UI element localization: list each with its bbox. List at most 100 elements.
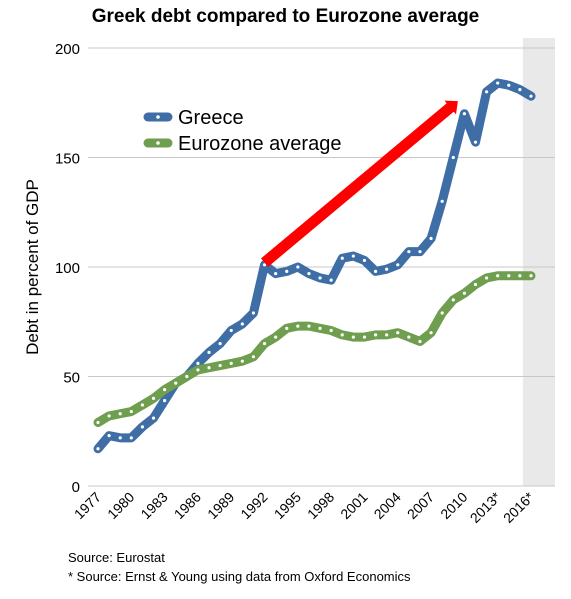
legend-label-eurozone-average: Eurozone average — [178, 133, 341, 155]
data-point-greece — [262, 263, 267, 267]
data-point-eurozone-average — [418, 339, 422, 344]
data-point-greece — [351, 254, 355, 258]
data-point-eurozone-average — [484, 276, 489, 280]
data-point-eurozone-average — [529, 274, 533, 278]
data-point-greece — [163, 398, 167, 403]
data-point-greece — [296, 265, 300, 269]
series-layer — [93, 78, 536, 454]
data-point-eurozone-average — [329, 328, 333, 333]
data-point-eurozone-average — [163, 388, 167, 392]
data-point-greece — [251, 311, 256, 315]
data-point-eurozone-average — [262, 342, 267, 346]
data-point-greece — [462, 112, 466, 116]
data-point-greece — [529, 94, 533, 98]
chart-title: Greek debt compared to Eurozone average — [91, 6, 480, 27]
x-tick-1992: 1992 — [237, 489, 270, 522]
data-point-eurozone-average — [140, 403, 145, 407]
data-point-eurozone-average — [174, 381, 178, 385]
trend-arrow-head — [444, 100, 458, 115]
data-point-greece — [151, 416, 156, 420]
data-point-eurozone-average — [207, 366, 211, 370]
y-axis-label: Debt in percent of GDP — [23, 179, 42, 355]
data-point-greece — [518, 88, 522, 92]
data-point-greece — [373, 269, 378, 273]
data-point-eurozone-average — [362, 335, 367, 339]
data-point-eurozone-average — [285, 326, 289, 330]
data-point-eurozone-average — [473, 282, 478, 287]
data-point-greece — [418, 250, 422, 254]
data-point-greece — [407, 250, 411, 254]
data-point-greece — [240, 322, 244, 326]
source-ernst-young: * Source: Ernst & Young using data from … — [68, 569, 411, 584]
data-point-greece — [218, 342, 222, 346]
data-point-greece — [385, 267, 389, 271]
x-tick-1980: 1980 — [104, 489, 137, 522]
data-point-eurozone-average — [351, 335, 355, 339]
data-point-greece — [340, 256, 344, 260]
y-tick-50: 50 — [63, 370, 80, 387]
data-point-greece — [196, 361, 200, 365]
x-tick-2001: 2001 — [337, 489, 370, 522]
data-point-eurozone-average — [118, 412, 122, 416]
series-line-greece — [93, 78, 536, 454]
x-axis-ticks: 1977 1980 1983 1986 1989 1992 1995 1998 2001 2004… — [71, 488, 538, 526]
data-point-greece — [274, 271, 278, 276]
y-tick-200: 200 — [55, 41, 80, 58]
data-point-eurozone-average — [307, 324, 311, 328]
x-tick-1995: 1995 — [271, 489, 304, 522]
data-point-eurozone-average — [296, 324, 300, 328]
data-point-eurozone-average — [151, 396, 156, 400]
x-tick-2007: 2007 — [404, 489, 437, 522]
data-point-greece — [207, 350, 211, 355]
data-point-greece — [484, 90, 489, 94]
data-point-eurozone-average — [251, 355, 256, 359]
data-point-greece — [285, 269, 289, 273]
data-point-greece — [129, 436, 133, 440]
data-point-greece — [96, 447, 100, 451]
data-point-eurozone-average — [340, 333, 344, 337]
data-point-eurozone-average — [462, 291, 466, 295]
data-point-greece — [118, 436, 122, 440]
data-point-greece — [473, 140, 478, 144]
data-point-eurozone-average — [396, 331, 400, 335]
legend-swatch-dot-greece — [156, 115, 160, 119]
data-point-greece — [396, 263, 400, 267]
data-point-greece — [362, 258, 367, 263]
data-point-eurozone-average — [407, 335, 411, 339]
data-point-eurozone-average — [385, 333, 389, 337]
data-point-greece — [229, 328, 233, 333]
y-axis-ticks: 0 50 100 150 200 — [55, 41, 80, 496]
legend-label-greece: Greece — [178, 107, 244, 129]
data-point-eurozone-average — [274, 335, 278, 339]
y-tick-100: 100 — [55, 260, 80, 277]
data-point-greece — [107, 434, 111, 438]
data-point-eurozone-average — [96, 420, 100, 425]
data-point-eurozone-average — [107, 414, 111, 418]
legend-swatch-dot-eurozone-average — [156, 141, 160, 145]
legend: Greece Eurozone average — [143, 107, 341, 155]
data-point-eurozone-average — [218, 363, 222, 368]
data-point-eurozone-average — [185, 374, 189, 379]
data-point-eurozone-average — [507, 274, 511, 278]
data-point-eurozone-average — [429, 331, 433, 335]
data-point-greece — [496, 81, 500, 85]
x-tick-2004: 2004 — [371, 489, 404, 522]
data-point-eurozone-average — [451, 298, 455, 302]
data-point-greece — [429, 236, 433, 241]
x-tick-1986: 1986 — [171, 489, 204, 522]
x-tick-2013star: 2013* — [467, 488, 505, 526]
data-point-greece — [507, 83, 511, 87]
x-tick-1989: 1989 — [204, 489, 237, 522]
data-point-greece — [307, 271, 311, 276]
x-tick-1998: 1998 — [304, 489, 337, 522]
data-point-greece — [140, 425, 145, 429]
x-tick-2016star: 2016* — [500, 488, 538, 526]
data-point-eurozone-average — [318, 326, 322, 330]
data-point-eurozone-average — [373, 333, 378, 337]
series-line-eurozone-average — [93, 271, 536, 427]
data-point-greece — [318, 276, 322, 280]
forecast-shading — [522, 38, 555, 486]
data-point-eurozone-average — [229, 361, 233, 365]
annotation-layer — [261, 100, 458, 267]
